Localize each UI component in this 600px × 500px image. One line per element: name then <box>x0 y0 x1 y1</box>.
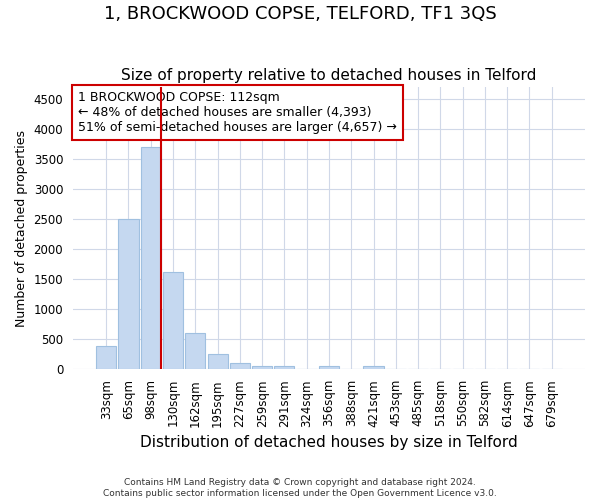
Bar <box>274 366 295 370</box>
Title: Size of property relative to detached houses in Telford: Size of property relative to detached ho… <box>121 68 536 83</box>
X-axis label: Distribution of detached houses by size in Telford: Distribution of detached houses by size … <box>140 435 518 450</box>
Text: Contains HM Land Registry data © Crown copyright and database right 2024.
Contai: Contains HM Land Registry data © Crown c… <box>103 478 497 498</box>
Bar <box>230 364 250 370</box>
Bar <box>252 366 272 370</box>
Bar <box>185 334 205 370</box>
Text: 1, BROCKWOOD COPSE, TELFORD, TF1 3QS: 1, BROCKWOOD COPSE, TELFORD, TF1 3QS <box>104 5 496 23</box>
Text: 1 BROCKWOOD COPSE: 112sqm
← 48% of detached houses are smaller (4,393)
51% of se: 1 BROCKWOOD COPSE: 112sqm ← 48% of detac… <box>78 91 397 134</box>
Bar <box>208 354 227 370</box>
Bar <box>319 366 339 370</box>
Y-axis label: Number of detached properties: Number of detached properties <box>15 130 28 326</box>
Bar <box>364 366 383 370</box>
Bar <box>96 346 116 370</box>
Bar <box>163 272 183 370</box>
Bar <box>141 147 161 370</box>
Bar <box>118 219 139 370</box>
